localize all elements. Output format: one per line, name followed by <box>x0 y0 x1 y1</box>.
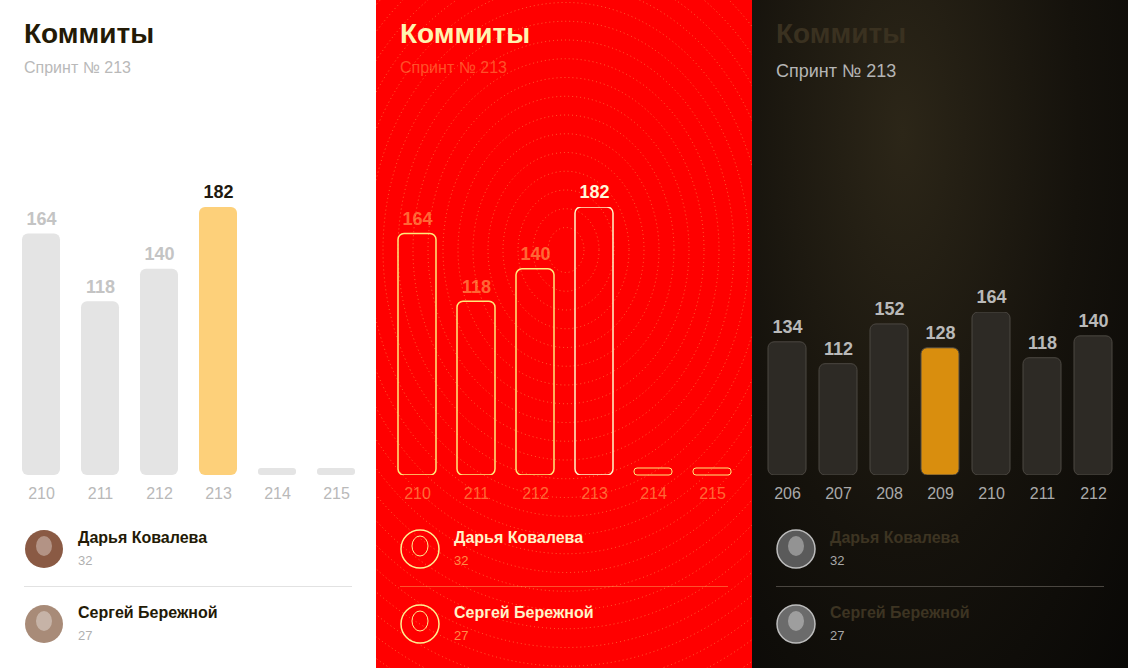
svg-text:140: 140 <box>520 244 550 264</box>
svg-text:210: 210 <box>404 485 431 502</box>
svg-text:206: 206 <box>774 485 801 502</box>
svg-text:215: 215 <box>323 485 350 502</box>
html-text:Спринт № 213: Спринт № 213 <box>776 61 897 81</box>
svg-text:212: 212 <box>146 485 173 502</box>
svg-text:208: 208 <box>876 485 903 502</box>
svg-text:209: 209 <box>927 485 954 502</box>
svg-text:182: 182 <box>203 182 233 202</box>
html-text:Сергей Бережной: Сергей Бережной <box>830 604 970 621</box>
html-text:Коммиты: Коммиты <box>776 18 907 49</box>
svg-text:112: 112 <box>824 339 853 359</box>
html-text:32: 32 <box>454 553 469 568</box>
svg-text:211: 211 <box>1030 485 1056 502</box>
html-text:Коммиты: Коммиты <box>24 18 155 49</box>
svg-text:210: 210 <box>28 485 55 502</box>
svg-text:214: 214 <box>264 485 291 502</box>
html-text:Спринт № 213: Спринт № 213 <box>400 59 507 76</box>
svg-text:211: 211 <box>464 485 490 502</box>
html-text:Дарья Ковалева: Дарья Ковалева <box>830 529 960 546</box>
svg-text:207: 207 <box>825 485 852 502</box>
svg-text:118: 118 <box>1028 333 1057 353</box>
svg-text:182: 182 <box>579 182 609 202</box>
svg-text:212: 212 <box>1080 485 1107 502</box>
html-text:32: 32 <box>830 553 845 568</box>
html-text:Сергей Бережной: Сергей Бережной <box>78 604 218 621</box>
svg-text:214: 214 <box>640 485 667 502</box>
html-text:27: 27 <box>78 628 93 643</box>
svg-text:152: 152 <box>874 299 904 319</box>
svg-text:118: 118 <box>86 277 115 297</box>
html-text:Дарья Ковалева: Дарья Ковалева <box>78 529 208 546</box>
html-text:27: 27 <box>454 628 469 643</box>
svg-text:128: 128 <box>925 323 955 343</box>
svg-text:210: 210 <box>978 485 1005 502</box>
html-text:27: 27 <box>830 628 845 643</box>
html-text:Коммиты: Коммиты <box>400 18 531 49</box>
svg-text:212: 212 <box>522 485 549 502</box>
svg-text:213: 213 <box>205 485 232 502</box>
svg-text:211: 211 <box>88 485 114 502</box>
html-text:Дарья Ковалева: Дарья Ковалева <box>454 529 584 546</box>
svg-text:215: 215 <box>699 485 726 502</box>
svg-text:134: 134 <box>772 317 802 337</box>
svg-text:164: 164 <box>402 209 432 229</box>
html-text:Сергей Бережной: Сергей Бережной <box>454 604 594 621</box>
svg-text:118: 118 <box>462 277 491 297</box>
svg-text:164: 164 <box>976 287 1006 307</box>
svg-text:140: 140 <box>144 244 174 264</box>
svg-text:164: 164 <box>26 209 56 229</box>
html-text:Спринт № 213: Спринт № 213 <box>24 59 131 76</box>
html-text:32: 32 <box>78 553 93 568</box>
svg-text:213: 213 <box>581 485 608 502</box>
svg-text:140: 140 <box>1078 311 1108 331</box>
